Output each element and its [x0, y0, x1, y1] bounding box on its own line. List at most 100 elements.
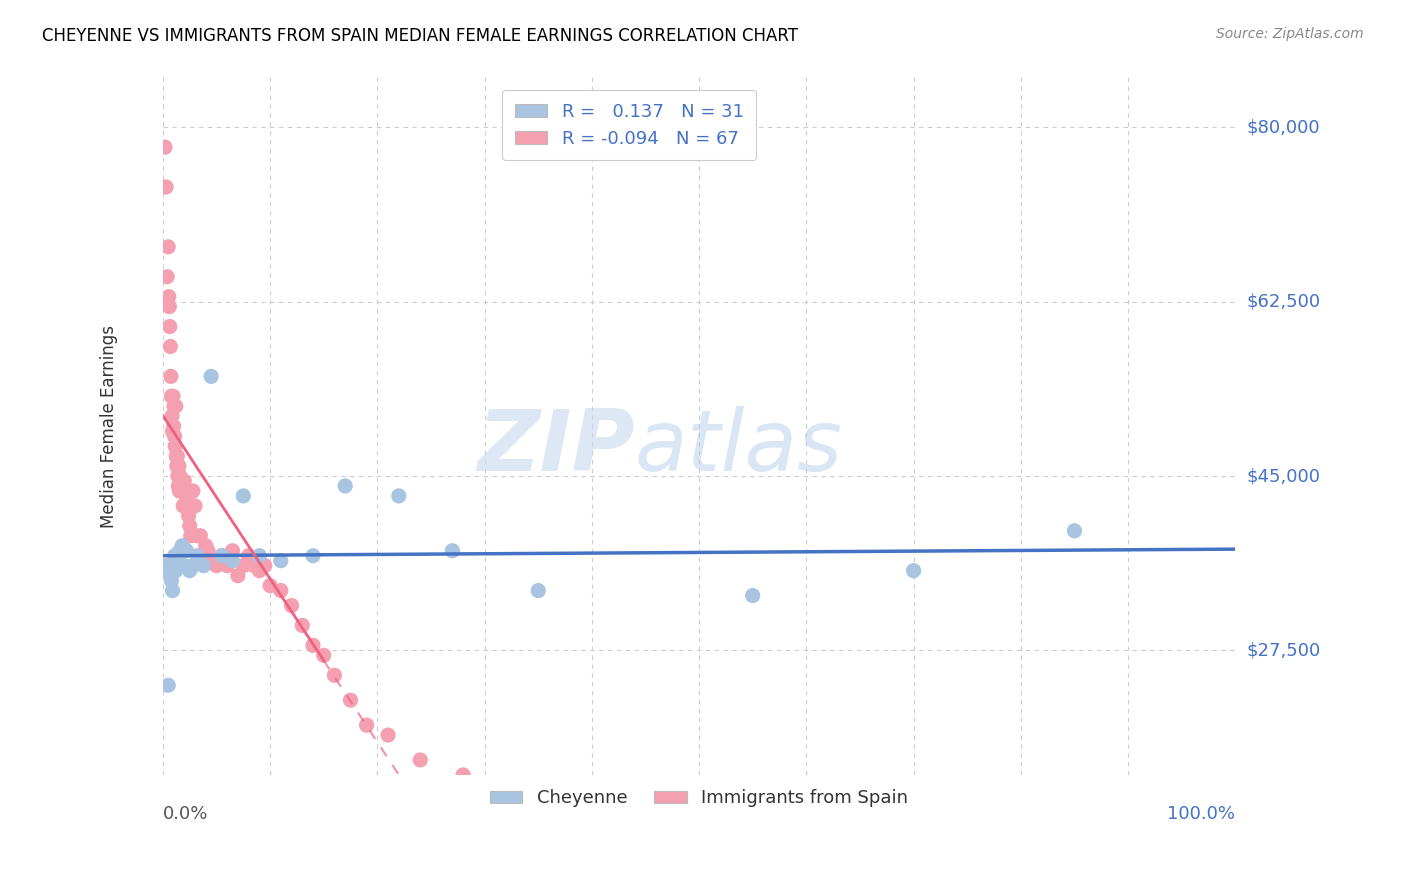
- Point: [177, 508, 200, 523]
- Point: [197, 543, 219, 558]
- Point: [1063, 524, 1085, 538]
- Point: [270, 583, 292, 598]
- Point: [173, 558, 195, 573]
- Point: [388, 489, 411, 503]
- Point: [167, 479, 190, 493]
- Text: 100.0%: 100.0%: [1167, 805, 1236, 823]
- Point: [176, 499, 198, 513]
- Point: [186, 549, 208, 563]
- Point: [312, 648, 335, 663]
- Point: [166, 469, 188, 483]
- Legend: Cheyenne, Immigrants from Spain: Cheyenne, Immigrants from Spain: [482, 782, 915, 814]
- Point: [193, 549, 215, 563]
- Point: [155, 180, 177, 194]
- Point: [302, 639, 325, 653]
- Point: [193, 558, 215, 573]
- Point: [163, 549, 186, 563]
- Point: [157, 240, 180, 254]
- Point: [356, 718, 378, 732]
- Point: [174, 483, 197, 498]
- Point: [232, 489, 254, 503]
- Point: [172, 499, 194, 513]
- Point: [157, 678, 180, 692]
- Point: [169, 479, 191, 493]
- Point: [176, 489, 198, 503]
- Point: [247, 564, 270, 578]
- Point: [243, 558, 266, 573]
- Point: [211, 549, 233, 563]
- Point: [184, 499, 207, 513]
- Point: [156, 269, 179, 284]
- Point: [157, 300, 180, 314]
- Point: [160, 409, 183, 424]
- Point: [291, 618, 314, 632]
- Point: [165, 564, 187, 578]
- Point: [162, 558, 184, 573]
- Point: [741, 589, 763, 603]
- Point: [200, 369, 222, 384]
- Point: [160, 574, 183, 588]
- Point: [179, 518, 201, 533]
- Point: [270, 554, 292, 568]
- Text: CHEYENNE VS IMMIGRANTS FROM SPAIN MEDIAN FEMALE EARNINGS CORRELATION CHART: CHEYENNE VS IMMIGRANTS FROM SPAIN MEDIAN…: [42, 27, 799, 45]
- Point: [226, 568, 249, 582]
- Point: [903, 564, 925, 578]
- Point: [451, 768, 474, 782]
- Point: [162, 419, 184, 434]
- Point: [167, 458, 190, 473]
- Text: Source: ZipAtlas.com: Source: ZipAtlas.com: [1216, 27, 1364, 41]
- Point: [441, 543, 464, 558]
- Point: [159, 319, 181, 334]
- Point: [163, 429, 186, 443]
- Point: [165, 449, 187, 463]
- Point: [170, 483, 193, 498]
- Point: [377, 728, 399, 742]
- Point: [169, 483, 191, 498]
- Point: [173, 474, 195, 488]
- Point: [333, 479, 356, 493]
- Point: [157, 290, 180, 304]
- Point: [238, 549, 260, 563]
- Point: [247, 549, 270, 563]
- Point: [176, 543, 198, 558]
- Text: Median Female Earnings: Median Female Earnings: [100, 325, 118, 528]
- Point: [186, 529, 208, 543]
- Point: [323, 668, 346, 682]
- Point: [172, 539, 194, 553]
- Point: [221, 554, 243, 568]
- Point: [253, 558, 276, 573]
- Point: [211, 549, 233, 563]
- Point: [165, 439, 187, 453]
- Point: [160, 389, 183, 403]
- Point: [172, 479, 194, 493]
- Text: $45,000: $45,000: [1247, 467, 1320, 485]
- Point: [217, 558, 239, 573]
- Text: 0.0%: 0.0%: [163, 805, 208, 823]
- Point: [181, 483, 204, 498]
- Point: [205, 558, 228, 573]
- Point: [159, 568, 181, 582]
- Point: [165, 399, 187, 413]
- Point: [169, 469, 191, 483]
- Point: [302, 549, 325, 563]
- Point: [162, 389, 184, 403]
- Point: [280, 599, 302, 613]
- Point: [200, 554, 222, 568]
- Point: [160, 369, 183, 384]
- Point: [166, 458, 188, 473]
- Point: [169, 543, 191, 558]
- Point: [163, 399, 186, 413]
- Point: [153, 140, 176, 154]
- Text: $80,000: $80,000: [1247, 119, 1320, 136]
- Point: [180, 529, 202, 543]
- Text: $27,500: $27,500: [1247, 641, 1320, 659]
- Point: [194, 539, 217, 553]
- Point: [409, 753, 432, 767]
- Point: [181, 558, 204, 573]
- Point: [232, 558, 254, 573]
- Point: [155, 558, 177, 573]
- Point: [166, 554, 188, 568]
- Point: [179, 564, 201, 578]
- Point: [162, 424, 184, 438]
- Text: atlas: atlas: [634, 406, 842, 489]
